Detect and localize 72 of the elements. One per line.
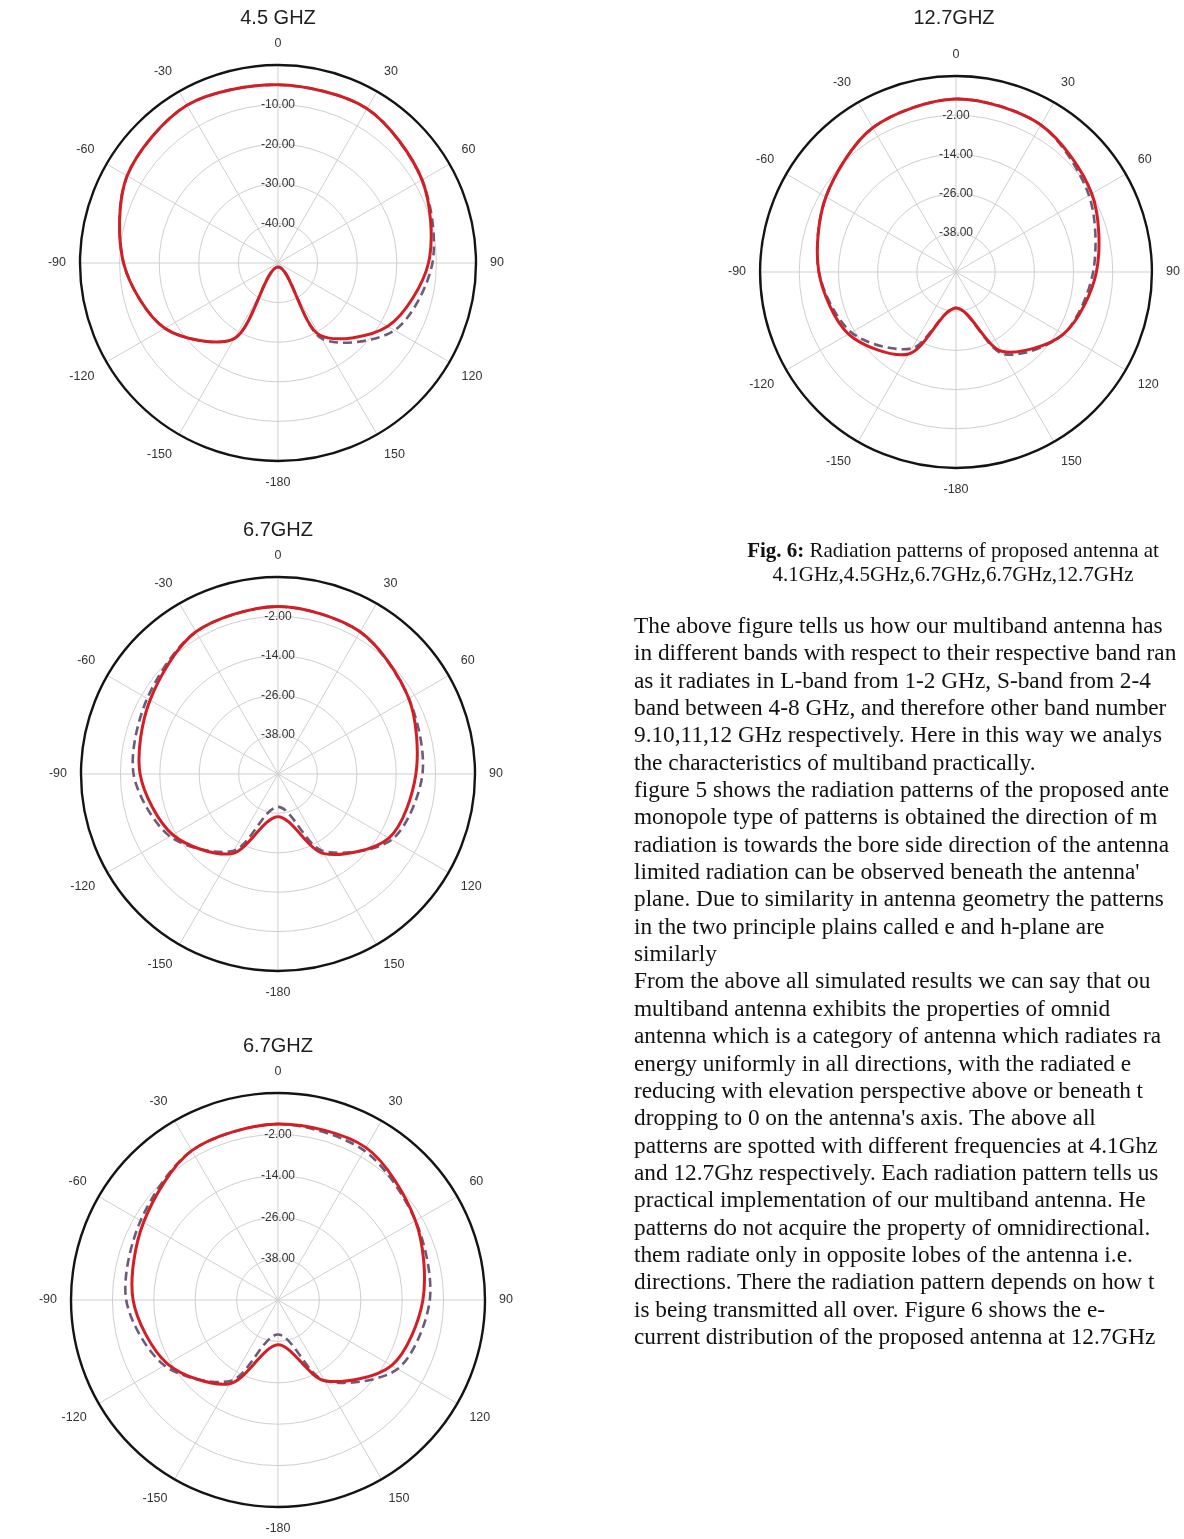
spoke-label: 30 <box>384 64 398 79</box>
spoke-label: 60 <box>469 1174 484 1189</box>
caption: figure 5 shows the radiation patterns of the proposed ante monopole type of patterns is obtained the direction of m radiation is towards the bore side direction of the antenna limited radiation can be observed beneath the antenna' plane. Due to similarity in antenna geometry the patterns in the two principle plains called e and h-plane are similarly <box>634 776 1171 968</box>
spoke-label: -150 <box>142 1491 168 1506</box>
chart-title: 6.7GHZ <box>242 1033 314 1056</box>
spoke-label: 0 <box>274 1063 282 1078</box>
spoke-label: 120 <box>469 1410 491 1425</box>
spoke-label: 30 <box>383 576 398 591</box>
spoke-label: 60 <box>460 653 475 668</box>
spoke-label: 0 <box>274 35 282 50</box>
y-tick-label: -2.00 <box>264 608 292 623</box>
spoke-label: 30 <box>388 1093 403 1108</box>
y-tick-label: -2.00 <box>942 107 970 122</box>
spoke-label: 60 <box>461 141 476 156</box>
spoke-label: 150 <box>384 446 405 461</box>
spoke-label: 60 <box>1137 151 1152 166</box>
spoke-label: 0 <box>952 47 960 62</box>
spoke-label: 90 <box>490 255 504 270</box>
spoke-label: -150 <box>146 446 173 461</box>
y-tick-label: -26.00 <box>260 687 296 702</box>
y-tick-label: -38.00 <box>260 726 296 741</box>
chart-title: 6.7GHZ <box>242 517 314 540</box>
caption: Fig. 6: <box>747 538 805 562</box>
spoke-label: -120 <box>749 376 775 391</box>
spoke-label: -30 <box>153 64 173 79</box>
y-tick-label: -14.00 <box>260 1168 296 1183</box>
spoke-label: 90 <box>499 1292 513 1307</box>
spoke-label: -30 <box>149 1093 168 1108</box>
spoke-label: -180 <box>265 984 291 999</box>
spoke-label: 120 <box>1137 376 1159 391</box>
y-tick-label: -14.00 <box>938 146 974 161</box>
y-tick-label: -30.00 <box>260 176 296 191</box>
spoke-label: -180 <box>265 1520 291 1535</box>
spoke-label: 90 <box>489 766 503 781</box>
spoke-label: -60 <box>76 141 95 156</box>
y-tick-label: -2.00 <box>264 1126 292 1141</box>
spoke-label: 150 <box>388 1491 410 1506</box>
spoke-label: 150 <box>1060 453 1082 468</box>
spoke-label: -30 <box>832 75 852 90</box>
y-tick-label: -38.00 <box>260 1250 296 1265</box>
spoke-label: -60 <box>756 151 775 166</box>
text: From the above all simulated results we can say that ou multiband antenna exhibits the properties of omnid antenna which is a category of antenna which radiates ra energy uniformly in all directions, with the radiated e reducing with elevation perspective above or beneath t dropping to 0 on the antenna's axis. The above all patterns are spotted with different frequencies at 4.1Ghz and 12.7Ghz respectively. Each radiation pattern tells us practical implementation of our multiband antenna. He patterns do not acquire the property of omnidirectional. them radiate only in opposite lobes of the antenna i.e. directions. There the radiation pattern depends on how t is being transmitted all over. Figure 6 shows the e- current distribution of the proposed antenna at 12.7GHz <box>634 967 1162 1349</box>
spoke-label: -30 <box>154 576 173 591</box>
spoke-label: -150 <box>826 453 852 468</box>
spoke-label: 30 <box>1060 75 1075 90</box>
spoke-label: -150 <box>147 956 173 971</box>
spoke-label: -90 <box>727 264 747 279</box>
chart-title: 4.5 GHZ <box>240 5 316 28</box>
y-tick-label: -20.00 <box>260 136 296 151</box>
spoke-label: 150 <box>383 956 405 971</box>
y-tick-label: -38.00 <box>938 225 974 240</box>
spoke-label: -120 <box>70 879 96 894</box>
y-tick-label: -40.00 <box>260 215 296 230</box>
spoke-label: -120 <box>61 1410 87 1425</box>
y-tick-label: -14.00 <box>260 648 296 663</box>
spoke-label: -60 <box>68 1174 87 1189</box>
text: The above figure tells us how our multiband antenna has in different bands with respect to their respective band ran as it radiates in L-band from 1-2 GHz, S-band from 2-4 band between 4-8 GHz, and therefore other band number 9.10,11,12 GHz respectively. Here in this way we analys the characteristics of multiband practically. <box>634 612 1177 777</box>
y-tick-label: -26.00 <box>260 1209 296 1224</box>
spoke-label: -120 <box>69 368 95 383</box>
spoke-label: -60 <box>77 653 96 668</box>
y-tick-label: -26.00 <box>938 185 974 200</box>
spoke-label: -180 <box>265 474 291 489</box>
spoke-label: -90 <box>47 255 67 270</box>
spoke-label: 120 <box>460 879 482 894</box>
spoke-label: 90 <box>1165 264 1180 279</box>
chart-title: 12.7GHZ <box>913 5 995 28</box>
spoke-label: -90 <box>38 1292 58 1307</box>
spoke-label: 120 <box>461 368 483 383</box>
spoke-label: -90 <box>48 766 68 781</box>
y-tick-label: -10.00 <box>260 96 296 111</box>
spoke-label: 0 <box>274 547 282 562</box>
spoke-label: -180 <box>943 481 969 496</box>
